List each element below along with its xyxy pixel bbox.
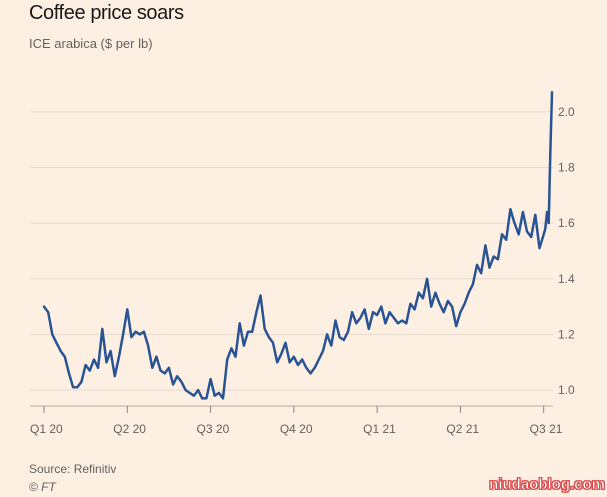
y-tick-label: 1.4: [558, 272, 575, 286]
y-tick-label: 1.8: [558, 160, 575, 174]
y-tick-label: 1.6: [558, 216, 575, 230]
y-tick-label: 1.0: [558, 383, 575, 397]
x-tick-label: Q3 20: [197, 422, 230, 436]
y-tick-label: 1.2: [558, 327, 575, 341]
x-tick-label: Q4 20: [280, 422, 313, 436]
chart-title: Coffee price soars: [29, 2, 184, 24]
x-tick-label: Q2 20: [113, 422, 146, 436]
x-tick-label: Q3 21: [530, 422, 563, 436]
watermark-text: niudaoblog.com: [489, 476, 605, 494]
series-group: [42, 91, 554, 400]
copyright-note: © FT: [29, 480, 56, 494]
series-line: [42, 91, 554, 400]
y-tick-label: 2.0: [558, 105, 575, 119]
y-axis: 1.0 1.2 1.4 1.6 1.8 2.0: [558, 105, 575, 397]
line-chart: Q1 20 Q2 20 Q3 20 Q4 20 Q1 21 Q2 21 Q3 21 1.01…: [30, 91, 575, 436]
x-tick-label: Q2 21: [446, 422, 479, 436]
chart-subtitle: ICE arabica ($ per lb): [29, 36, 153, 51]
grid-lines: [30, 111, 553, 391]
source-note: Source: Refinitiv: [29, 462, 117, 476]
x-tick-label: Q1 20: [30, 422, 63, 436]
x-tick-label: Q1 21: [363, 422, 396, 436]
x-axis: Q1 20 Q2 20 Q3 20 Q4 20 Q1 21 Q2 21 Q3 21: [30, 405, 563, 436]
